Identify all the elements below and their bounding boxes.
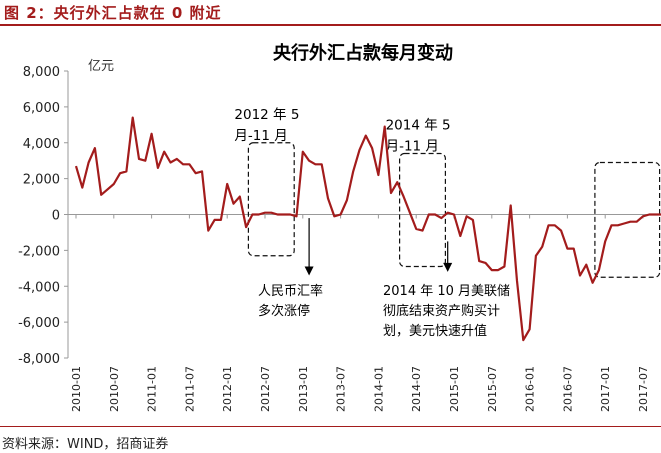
chart-title: 央行外汇占款每月变动 [273,42,453,64]
y-tick-label: 0 [52,209,60,224]
chart: 8,000 6,000 4,000 2,000 0 -2,000 -4,000 -6,000 -… [18,42,661,412]
x-tick-label: 2016-01 [524,366,537,412]
y-tick-labels: 8,000 6,000 4,000 2,000 0 -2,000 -4,000 -6,000 -… [18,65,60,367]
x-tick-label: 2017-07 [637,366,650,412]
x-tick-label: 2017-01 [599,366,612,412]
x-tick-label: 2015-07 [486,366,499,412]
footer-rule [0,426,661,427]
x-tick-label: 2014-01 [372,366,385,412]
y-tick-label: 2,000 [23,173,60,188]
box-2012-label: 月-11 月 [234,128,287,144]
x-tick-label: 2011-01 [146,366,159,412]
note-arrow-head [443,262,453,272]
note-rmb: 多次涨停 [258,303,310,319]
series-line-0 [74,116,661,342]
note-rmb: 人民币汇率 [258,283,323,299]
x-tick-label: 2015-01 [448,366,461,412]
box-2017 [594,161,661,278]
y-tick-label: 8,000 [23,65,60,80]
note-fed: 2014 年 10 月美联储 [383,284,510,299]
box-2012-label: 2012 年 5 [234,107,299,123]
x-tick-label: 2012-07 [259,366,272,412]
y-tick-label: -2,000 [18,244,60,259]
figure-title: 图 2：央行外汇占款在 0 附近 [4,4,222,22]
y-tick-label: -4,000 [18,280,60,295]
x-tick-label: 2010-01 [70,366,83,412]
y-tick-label: -8,000 [18,352,60,367]
series-layer [74,116,661,342]
note-arrow-head [304,266,314,276]
y-tick-label: 4,000 [23,137,60,152]
x-tick-label: 2014-07 [410,366,423,412]
source-note: 资料来源：WIND，招商证券 [2,437,169,452]
note-fed: 彻底结束资产购买计 [383,303,500,319]
figure-header: 图 2：央行外汇占款在 0 附近 [0,0,661,26]
figure-footer: 资料来源：WIND，招商证券 [0,426,661,453]
x-tick-label: 2013-01 [297,366,310,412]
chart-axes [64,70,655,359]
y-tick-label: -6,000 [18,316,60,331]
x-tick-labels: 2010-01 2010-07 2011-01 2011-07 2012-01 2012-… [70,366,650,412]
x-tick-label: 2016-07 [561,366,574,412]
y-tick-label: 6,000 [23,101,60,116]
box-2014 [399,152,447,268]
header-rule [0,24,661,26]
box-2014-label: 月-11 月 [386,139,439,155]
annotation-boxes: 2012 年 5 月-11 月 2014 年 5 月-11 月 [234,107,661,278]
x-tick-label: 2013-07 [335,366,348,412]
box-2012 [247,142,295,257]
x-tick-label: 2012-01 [221,366,234,412]
y-axis-unit: 亿元 [88,59,114,74]
box-2014-label: 2014 年 5 [386,118,451,134]
note-fed: 划，美元快速升值 [383,323,487,339]
x-tick-label: 2011-07 [183,366,196,412]
x-tick-label: 2010-07 [108,366,121,412]
